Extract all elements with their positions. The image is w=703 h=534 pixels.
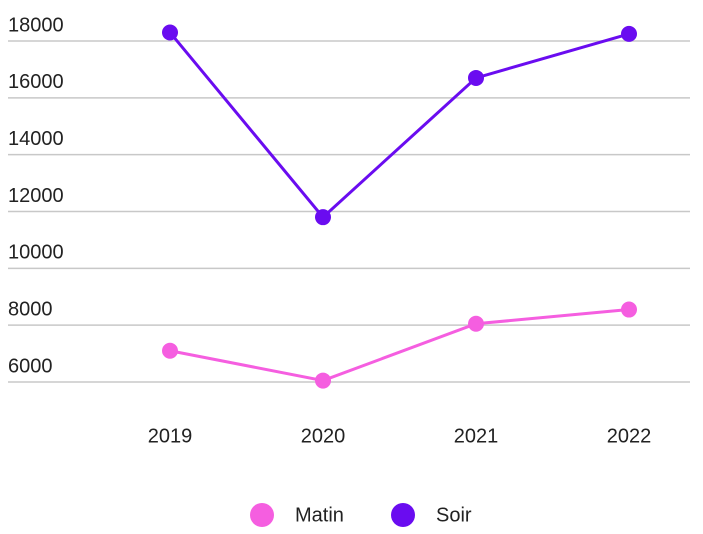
data-point	[468, 69, 484, 86]
legend-marker	[391, 503, 415, 527]
legend-label: Matin	[295, 504, 344, 526]
series-line	[168, 31, 630, 220]
y-tick-label: 6000	[8, 355, 53, 377]
y-tick-label: 18000	[8, 14, 64, 36]
y-tick-label: 12000	[8, 185, 64, 207]
y-tick-label: 8000	[8, 298, 53, 320]
series-line	[169, 308, 630, 383]
x-tick-label: 2022	[607, 425, 652, 447]
data-point	[621, 25, 637, 42]
x-tick-label: 2020	[301, 425, 346, 447]
x-tick-label: 2021	[454, 425, 499, 447]
x-tick-label: 2019	[148, 425, 193, 447]
data-point	[162, 24, 178, 41]
y-tick-label: 16000	[8, 71, 64, 93]
y-tick-label: 14000	[8, 128, 64, 150]
data-point	[315, 372, 331, 389]
data-point	[162, 342, 178, 359]
legend-label: Soir	[436, 504, 472, 526]
legend-marker	[250, 503, 274, 527]
data-point	[621, 301, 637, 318]
data-point	[468, 315, 484, 332]
y-tick-label: 10000	[8, 242, 64, 264]
data-point	[315, 209, 331, 226]
